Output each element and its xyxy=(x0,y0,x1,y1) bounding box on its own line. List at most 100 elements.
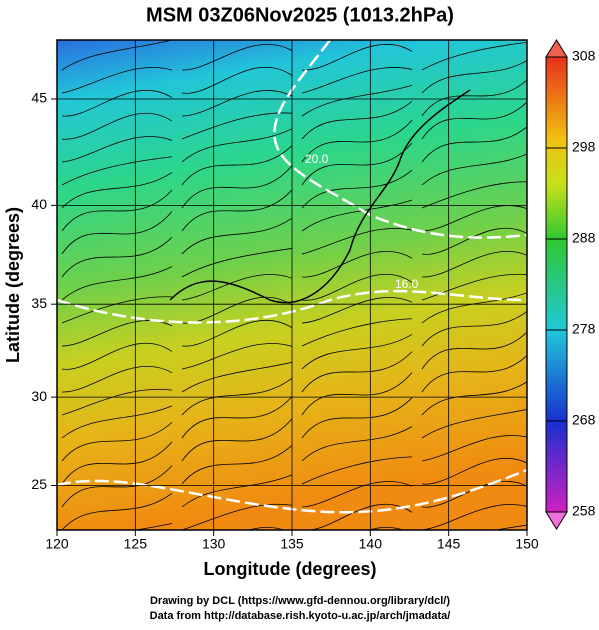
colorbar-arrow xyxy=(545,511,568,530)
streamline xyxy=(181,189,293,232)
streamline xyxy=(301,44,413,71)
streamline xyxy=(61,189,173,232)
contour-line xyxy=(57,289,527,324)
streamline xyxy=(181,44,293,71)
x-tick-label: 145 xyxy=(437,536,461,552)
streamline xyxy=(421,354,527,393)
x-tick-label: 150 xyxy=(515,536,539,552)
x-axis-label: Longitude (degrees) xyxy=(203,559,376,579)
streamline xyxy=(301,351,413,393)
streamline xyxy=(181,503,293,530)
y-tick-label: 25 xyxy=(31,476,47,492)
contour-label: 20.0 xyxy=(305,152,329,166)
streamline xyxy=(61,156,173,186)
streamline xyxy=(301,297,413,324)
streamline xyxy=(421,458,527,485)
streamline xyxy=(61,237,173,278)
x-tick-label: 125 xyxy=(124,536,148,552)
streamline xyxy=(61,112,173,140)
streamline xyxy=(134,523,173,530)
coastline xyxy=(169,89,471,304)
streamline xyxy=(61,266,173,301)
streamline xyxy=(421,205,527,232)
streamline xyxy=(181,128,293,163)
streamline xyxy=(421,125,527,163)
streamline xyxy=(61,405,173,439)
streamline xyxy=(181,145,293,186)
contour-line xyxy=(57,468,527,514)
y-tick-label: 45 xyxy=(31,90,47,106)
credit: Data from http://database.rish.kyoto-u.a… xyxy=(150,610,451,622)
streamline xyxy=(421,504,527,530)
streamline xyxy=(61,342,173,370)
streamline xyxy=(421,409,527,439)
streamline xyxy=(367,527,404,530)
streamline xyxy=(301,397,413,439)
streamline xyxy=(181,248,293,278)
colorbar-tick-label: 258 xyxy=(572,503,596,519)
streamline xyxy=(181,418,293,462)
streamlines xyxy=(61,40,527,530)
streamline xyxy=(421,331,527,370)
x-tick-label: 135 xyxy=(280,536,304,552)
streamline xyxy=(181,474,293,508)
streamline xyxy=(421,101,527,140)
streamline xyxy=(181,320,293,347)
streamline xyxy=(61,40,173,71)
x-tick-label: 140 xyxy=(359,536,383,552)
streamline xyxy=(301,334,413,370)
streamline xyxy=(181,343,293,370)
streamline xyxy=(181,217,293,255)
x-tick-label: 130 xyxy=(202,536,226,552)
colorbar xyxy=(545,56,568,513)
colorbar-tick-label: 288 xyxy=(572,230,596,246)
y-axis-label: Latitude (degrees) xyxy=(3,207,23,363)
streamline xyxy=(421,381,527,416)
streamline xyxy=(493,524,527,530)
streamline xyxy=(61,366,173,393)
colorbar-arrow xyxy=(545,39,568,58)
streamline xyxy=(301,481,413,508)
streamline xyxy=(181,165,293,209)
streamline xyxy=(181,66,293,94)
streamline xyxy=(301,372,413,416)
streamline xyxy=(301,426,413,462)
axes: 120 125 130 135 140 145 150 25 30 35 40 45 xyxy=(31,40,539,552)
streamline xyxy=(61,441,173,485)
contour-label: 16.0 xyxy=(395,277,419,291)
streamline xyxy=(421,251,527,278)
x-tick-label: 120 xyxy=(45,536,69,552)
streamline xyxy=(248,527,285,530)
streamline xyxy=(61,465,173,508)
streamline xyxy=(61,136,173,163)
streamline xyxy=(421,435,527,462)
streamline xyxy=(301,456,413,485)
streamline xyxy=(61,172,173,209)
streamline xyxy=(301,273,413,301)
y-tick-label: 30 xyxy=(31,388,47,404)
streamline xyxy=(301,67,413,94)
title: MSM 03Z06Nov2025 (1013.2hPa) xyxy=(146,4,454,26)
streamline xyxy=(421,310,527,347)
streamline xyxy=(301,84,413,117)
streamline xyxy=(61,211,173,255)
streamline xyxy=(181,445,293,485)
streamline xyxy=(301,228,413,255)
streamline xyxy=(181,377,293,416)
streamline xyxy=(301,119,413,163)
colorbar-tick-label: 308 xyxy=(572,48,596,64)
streamline xyxy=(181,274,293,301)
streamline xyxy=(181,396,293,439)
streamline xyxy=(301,169,413,209)
streamline xyxy=(181,361,293,393)
colorbar-tick-label: 298 xyxy=(572,139,596,155)
streamline xyxy=(421,41,527,71)
colorbar-tick-label: 268 xyxy=(572,412,596,428)
streamline xyxy=(421,153,527,186)
streamline xyxy=(301,142,413,186)
streamline xyxy=(301,251,413,278)
streamline xyxy=(301,318,413,347)
streamline xyxy=(61,296,173,324)
streamline xyxy=(301,199,413,232)
